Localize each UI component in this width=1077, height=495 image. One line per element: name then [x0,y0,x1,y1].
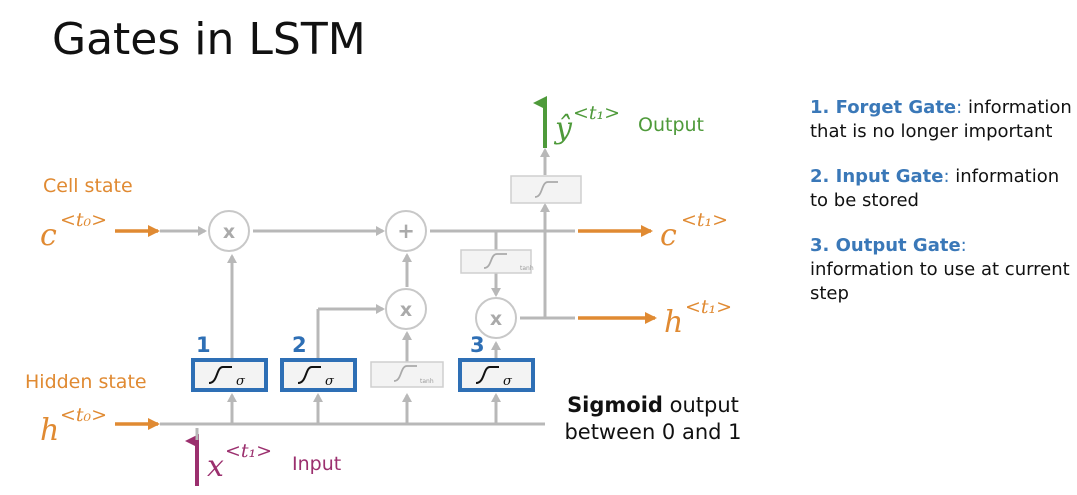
y-output-label: ŷ <t₁> Output [553,102,704,146]
sigmoid-note: Sigmoid output between 0 and 1 [564,393,742,444]
svg-text:x: x [223,221,235,243]
add-node: + [385,210,427,252]
lstm-diagram: x + x x tanh tanh σ σ σ [25,96,732,486]
gate-number-2: 2 [292,333,307,357]
flow-lines [160,148,575,426]
svg-text:σ: σ [325,374,335,389]
c-prev-label: c <t₀> [40,209,107,253]
svg-text:Output: Output [638,114,704,136]
svg-text:σ: σ [503,374,513,389]
cell-tanh-box: tanh [460,249,534,274]
h-next-label: h <t₁> [664,296,732,340]
svg-text:tanh: tanh [420,378,434,385]
svg-text:σ: σ [236,374,246,389]
svg-text:<t₀>: <t₀> [60,404,107,426]
svg-text:<t₁>: <t₁> [225,440,272,462]
state-arrows [115,225,657,430]
input-gate-box: σ [280,358,357,392]
svg-text:+: + [397,219,415,243]
svg-text:x: x [400,299,412,321]
svg-text:h: h [40,413,59,448]
svg-text:ŷ: ŷ [553,111,573,146]
svg-text:<t₁>: <t₁> [573,102,620,124]
input-multiply-node: x [385,288,427,330]
svg-text:x: x [490,308,502,330]
svg-text:Input: Input [292,453,341,475]
gate-descriptions: 1. Forget Gate: information that is no l… [810,96,1075,327]
svg-text:c: c [40,218,57,253]
output-gate-box: σ [458,358,535,392]
cell-state-label: Cell state [43,175,133,197]
forget-multiply-node: x [208,210,250,252]
svg-text:tanh: tanh [520,265,534,272]
h-prev-label: h <t₀> [40,404,107,448]
svg-text:h: h [664,305,683,340]
input-gate-description: 2. Input Gate: information to be stored [810,166,1060,211]
svg-text:c: c [660,218,677,253]
forget-gate-box: σ [191,358,268,392]
gate-number-3: 3 [470,333,485,357]
output-layer-box [510,175,582,204]
svg-text:<t₁>: <t₁> [681,209,728,231]
output-gate-description: 3. Output Gate: information to use at cu… [810,235,1070,304]
x-input-label: x <t₁> Input [207,440,341,484]
hidden-state-label: Hidden state [25,371,147,393]
forget-gate-description: 1. Forget Gate: information that is no l… [810,97,1072,142]
gate-number-1: 1 [196,333,211,357]
svg-text:x: x [207,449,224,484]
svg-text:<t₁>: <t₁> [685,296,732,318]
output-multiply-node: x [475,297,517,339]
svg-text:<t₀>: <t₀> [60,209,107,231]
page-title: Gates in LSTM [52,14,366,65]
c-next-label: c <t₁> [660,209,728,253]
candidate-tanh-box: tanh [370,361,444,388]
